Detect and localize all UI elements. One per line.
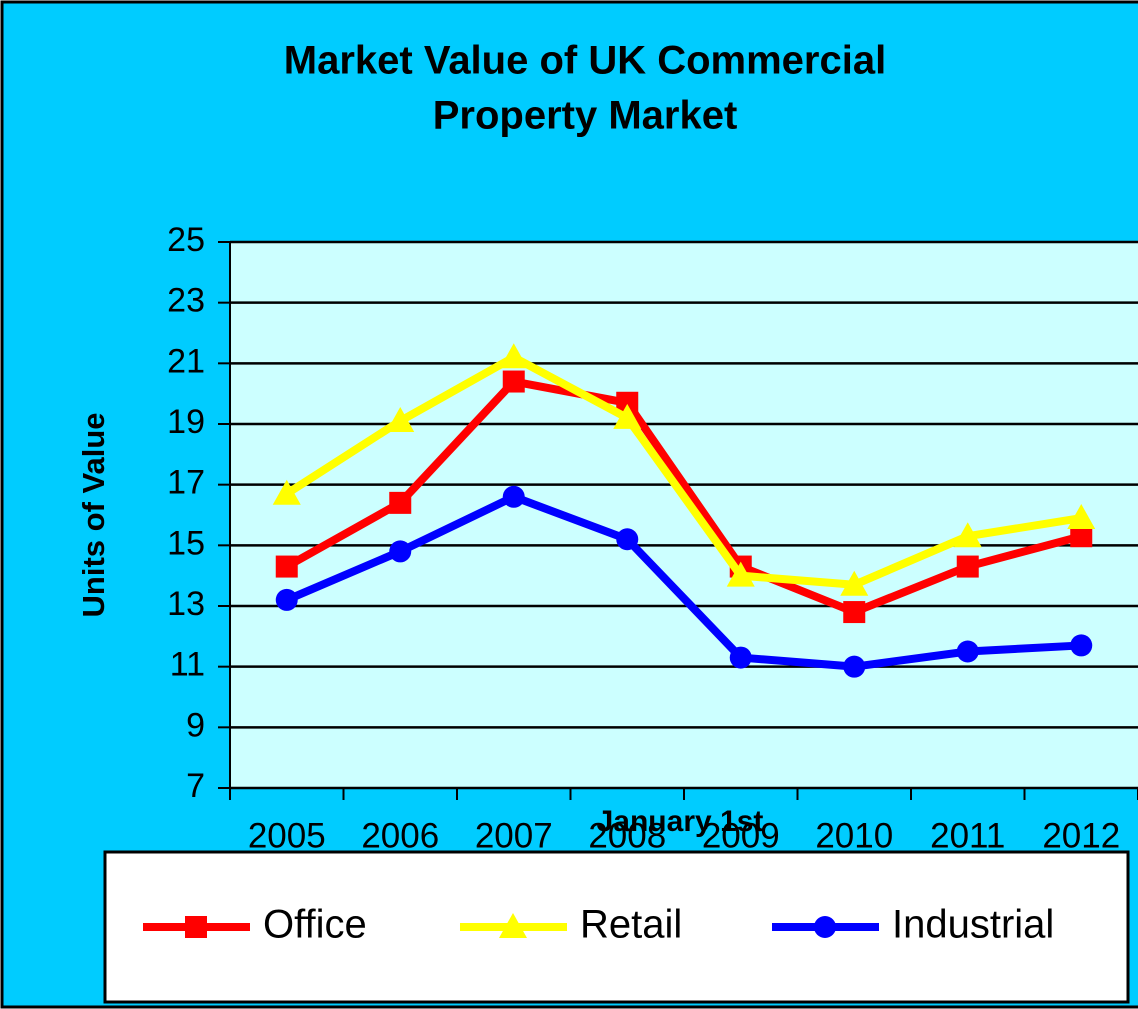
data-point (616, 528, 639, 551)
data-point (840, 570, 869, 596)
x-tick-label: 2010 (815, 816, 893, 855)
x-tick-label: 2006 (361, 816, 439, 855)
legend-marker (499, 913, 527, 938)
y-tick-label: 23 (167, 282, 205, 320)
series-line (285, 492, 1082, 671)
data-point (1070, 525, 1093, 548)
series-line (284, 377, 1083, 617)
y-axis-label: Units of Value (76, 413, 111, 618)
data-point (275, 555, 298, 578)
y-tick-label: 7 (186, 767, 205, 805)
data-point (389, 540, 412, 563)
y-tick-label: 9 (186, 706, 205, 744)
legend-label: Retail (580, 903, 682, 947)
data-point (499, 343, 528, 369)
plot-area (230, 242, 1138, 788)
data-point (502, 370, 525, 393)
data-point (275, 588, 298, 611)
x-tick-label: 2012 (1042, 816, 1120, 855)
x-tick-label: 2009 (702, 816, 780, 855)
y-tick-label: 21 (167, 342, 205, 380)
chart-title: Property Market (433, 94, 738, 138)
chart-title: Market Value of UK Commercial (284, 39, 886, 83)
y-tick-label: 19 (167, 403, 205, 441)
y-tick-label: 15 (167, 524, 205, 562)
data-point (843, 601, 866, 624)
legend-label: Office (263, 903, 367, 947)
x-tick-label: 2008 (588, 816, 666, 855)
data-point (956, 555, 979, 578)
data-point (726, 561, 755, 587)
data-point (843, 655, 866, 678)
data-point (1070, 634, 1093, 657)
series-line (284, 353, 1082, 589)
data-point (386, 406, 415, 432)
data-point (1067, 504, 1096, 530)
data-point (272, 479, 301, 505)
data-point (613, 403, 642, 429)
data-point (616, 391, 639, 414)
legend (103, 850, 1130, 1004)
x-tick-label: 2011 (930, 816, 1005, 855)
data-point (953, 522, 982, 548)
y-tick-label: 25 (167, 221, 205, 259)
data-point (956, 640, 979, 663)
x-axis-label: January 1st (597, 805, 764, 838)
y-tick-label: 17 (167, 464, 205, 502)
data-point (389, 491, 412, 514)
x-tick-label: 2005 (248, 816, 326, 855)
x-tick-label: 2007 (475, 816, 553, 855)
legend-marker (185, 916, 207, 938)
y-tick-label: 11 (170, 646, 205, 684)
data-point (502, 485, 525, 508)
data-point (729, 646, 752, 669)
legend-label: Industrial (892, 903, 1054, 947)
y-tick-label: 13 (167, 585, 205, 623)
legend-marker (814, 916, 836, 938)
